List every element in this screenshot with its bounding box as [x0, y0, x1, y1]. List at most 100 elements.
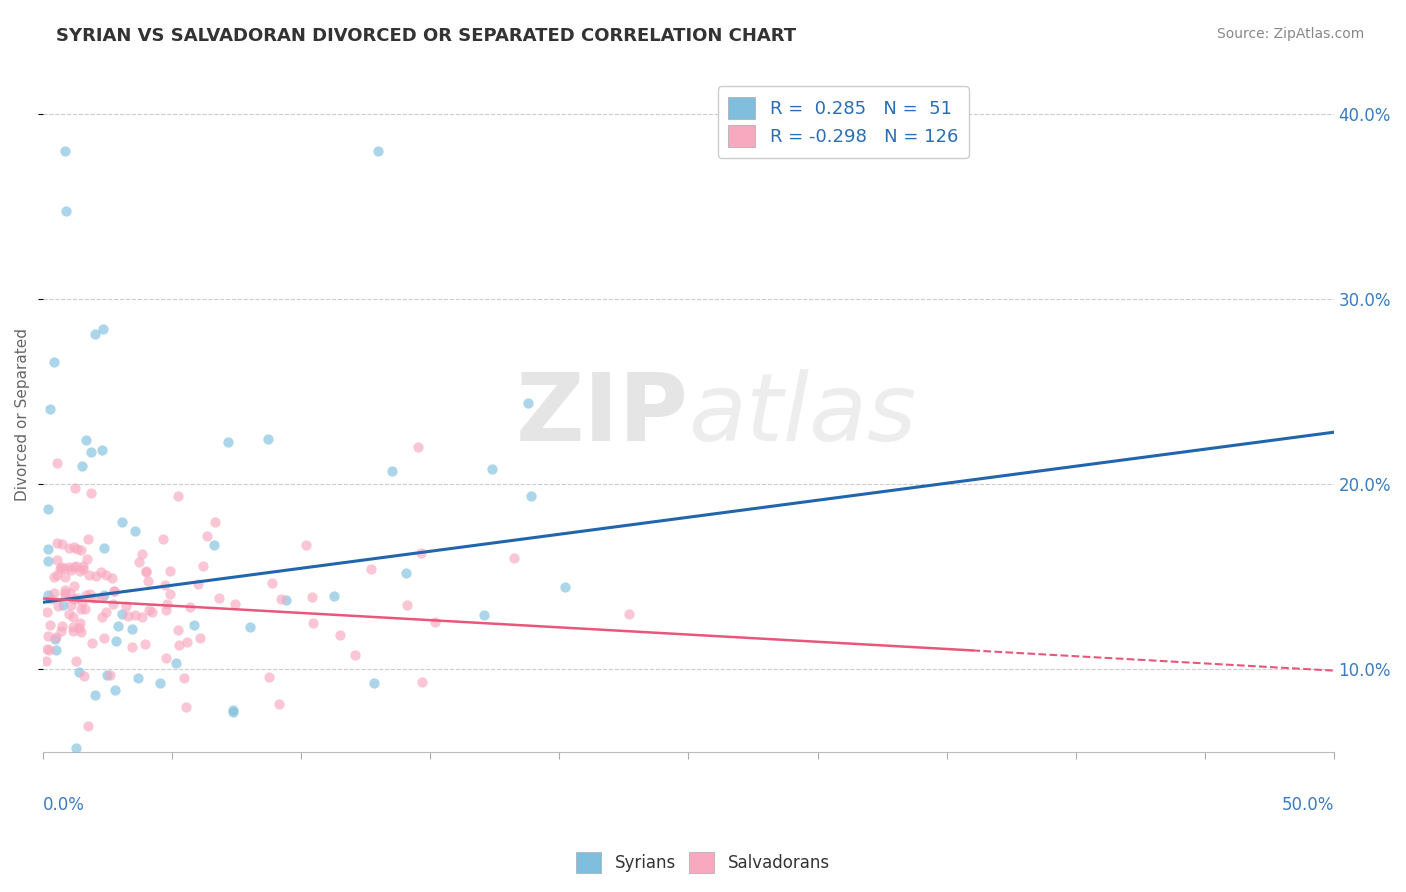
Point	[208, 591, 231, 606]
Point	[411, 674, 433, 689]
Point	[63, 540, 86, 554]
Point	[270, 592, 292, 607]
Point	[159, 565, 181, 579]
Point	[67, 665, 90, 680]
Point	[65, 541, 87, 556]
Point	[107, 619, 129, 633]
Point	[37, 642, 59, 657]
Point	[37, 629, 59, 643]
Point	[94, 568, 117, 582]
Point	[135, 564, 157, 578]
Point	[65, 741, 87, 756]
Point	[58, 541, 80, 555]
Point	[193, 558, 215, 573]
Point	[115, 599, 138, 613]
Point	[62, 579, 84, 593]
Point	[222, 703, 245, 717]
Point	[274, 593, 297, 607]
Point	[37, 502, 59, 516]
Point	[93, 631, 115, 645]
Point	[83, 688, 105, 702]
Point	[156, 598, 179, 612]
Point	[42, 570, 65, 584]
Point	[90, 566, 112, 580]
Point	[187, 577, 209, 591]
Point	[83, 591, 105, 605]
Point	[52, 598, 75, 612]
Point	[90, 442, 112, 457]
Point	[167, 638, 190, 652]
Point	[59, 585, 82, 599]
Point	[134, 637, 156, 651]
Point	[127, 671, 149, 685]
Point	[45, 642, 67, 657]
Point	[179, 599, 201, 614]
Point	[166, 489, 188, 503]
Point	[503, 550, 526, 565]
Point	[45, 536, 67, 550]
Point	[173, 671, 195, 685]
Point	[90, 610, 112, 624]
Y-axis label: Divorced or Separated: Divorced or Separated	[15, 328, 30, 501]
Point	[53, 570, 76, 584]
Point	[75, 433, 97, 447]
Point	[141, 605, 163, 619]
Point	[70, 594, 93, 608]
Point	[409, 546, 432, 560]
Point	[75, 588, 97, 602]
Point	[117, 609, 139, 624]
Point	[103, 584, 125, 599]
Point	[77, 533, 100, 547]
Point	[131, 610, 153, 624]
Point	[395, 598, 418, 612]
Point	[42, 585, 65, 599]
Point	[472, 607, 495, 622]
Point	[367, 145, 389, 159]
Text: 50.0%: 50.0%	[1281, 796, 1334, 814]
Point	[80, 444, 103, 458]
Point	[183, 618, 205, 632]
Point	[53, 145, 76, 159]
Point	[394, 566, 416, 580]
Point	[53, 561, 76, 575]
Point	[62, 620, 84, 634]
Point	[38, 401, 60, 416]
Point	[46, 456, 69, 470]
Point	[48, 562, 70, 576]
Point	[93, 322, 115, 336]
Point	[516, 396, 538, 410]
Point	[204, 538, 226, 552]
Point	[136, 574, 159, 588]
Point	[37, 588, 59, 602]
Point	[217, 434, 239, 449]
Point	[44, 632, 66, 646]
Point	[520, 489, 543, 503]
Point	[138, 603, 160, 617]
Point	[188, 632, 211, 646]
Point	[174, 700, 197, 714]
Point	[70, 602, 93, 616]
Point	[51, 618, 73, 632]
Point	[37, 541, 59, 556]
Point	[69, 615, 91, 630]
Point	[135, 566, 157, 580]
Point	[62, 624, 84, 638]
Point	[239, 620, 262, 634]
Point	[121, 640, 143, 655]
Point	[103, 584, 125, 599]
Point	[67, 621, 90, 635]
Point	[259, 670, 281, 684]
Point	[38, 617, 60, 632]
Point	[76, 719, 98, 733]
Point	[58, 559, 80, 574]
Point	[58, 607, 80, 621]
Point	[72, 562, 94, 576]
Point	[79, 486, 101, 500]
Legend: R =  0.285   N =  51, R = -0.298   N = 126: R = 0.285 N = 51, R = -0.298 N = 126	[717, 87, 969, 158]
Point	[155, 651, 177, 665]
Point	[295, 537, 318, 551]
Text: 0.0%: 0.0%	[44, 796, 86, 814]
Point	[38, 643, 60, 657]
Point	[105, 633, 128, 648]
Point	[381, 464, 404, 478]
